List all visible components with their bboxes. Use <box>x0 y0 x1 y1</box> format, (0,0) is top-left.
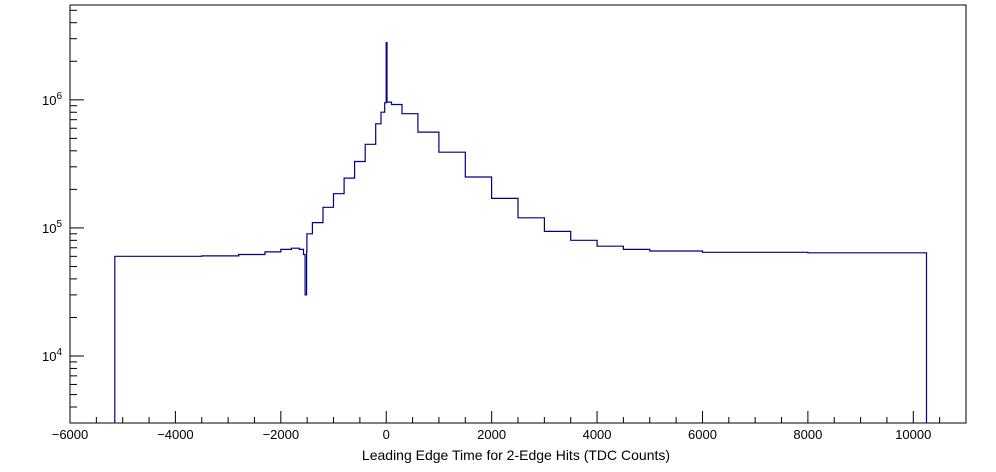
x-tick-label: 4000 <box>583 427 612 442</box>
x-tick-label: 6000 <box>688 427 717 442</box>
y-tick-label: 104 <box>42 347 62 364</box>
y-tick-label: 106 <box>42 91 62 108</box>
x-tick-label: 10000 <box>895 427 931 442</box>
x-tick-label: 2000 <box>477 427 506 442</box>
histogram-series-line <box>114 42 928 423</box>
x-axis-title: Leading Edge Time for 2-Edge Hits (TDC C… <box>362 447 670 463</box>
x-tick-label: 8000 <box>793 427 822 442</box>
y-tick-label: 105 <box>42 219 62 236</box>
x-tick-label: −2000 <box>263 427 300 442</box>
x-tick-label: −6000 <box>52 427 89 442</box>
x-tick-label: 0 <box>383 427 390 442</box>
x-tick-label: −4000 <box>157 427 194 442</box>
